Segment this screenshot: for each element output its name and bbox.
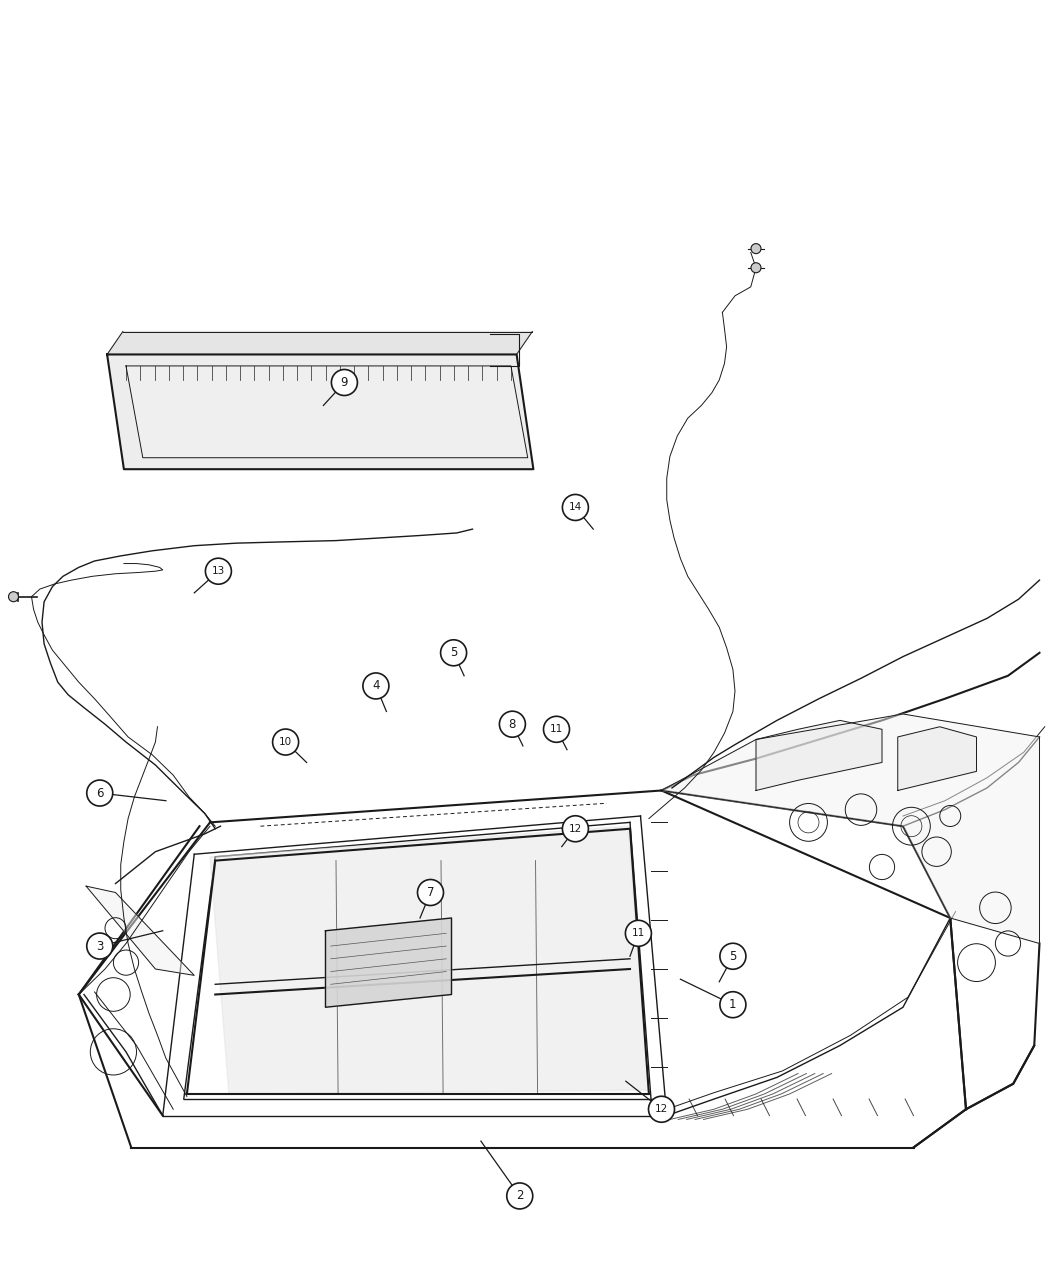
Circle shape [544,717,569,742]
Circle shape [500,711,525,737]
Polygon shape [86,886,194,975]
Polygon shape [107,332,532,354]
Circle shape [507,1183,532,1209]
Polygon shape [662,714,1040,944]
Circle shape [751,244,761,254]
Circle shape [363,673,388,699]
Circle shape [87,780,112,806]
Circle shape [720,992,746,1017]
Text: 14: 14 [569,502,582,513]
Circle shape [332,370,357,395]
Circle shape [418,880,443,905]
Circle shape [751,263,761,273]
Polygon shape [326,918,452,1007]
Polygon shape [210,826,649,1094]
Polygon shape [898,727,977,790]
Text: 4: 4 [372,680,380,692]
Text: 2: 2 [516,1190,524,1202]
Text: 5: 5 [449,646,458,659]
Text: 11: 11 [550,724,563,734]
Polygon shape [756,720,882,790]
Text: 5: 5 [729,950,737,963]
Text: 10: 10 [279,737,292,747]
Text: 12: 12 [569,824,582,834]
Circle shape [563,816,588,842]
Text: 3: 3 [96,940,104,952]
Text: 1: 1 [729,998,737,1011]
Text: 9: 9 [340,376,349,389]
Text: 12: 12 [655,1104,668,1114]
Circle shape [87,933,112,959]
Text: 13: 13 [212,566,225,576]
Text: 11: 11 [632,928,645,938]
Circle shape [649,1096,674,1122]
Circle shape [206,558,231,584]
Circle shape [441,640,466,666]
Polygon shape [107,354,533,469]
Circle shape [626,921,651,946]
Circle shape [563,495,588,520]
Circle shape [720,944,746,969]
Text: 6: 6 [96,787,104,799]
Text: 7: 7 [426,886,435,899]
Polygon shape [126,366,528,458]
Text: 8: 8 [508,718,517,731]
Circle shape [273,729,298,755]
Circle shape [8,592,19,602]
